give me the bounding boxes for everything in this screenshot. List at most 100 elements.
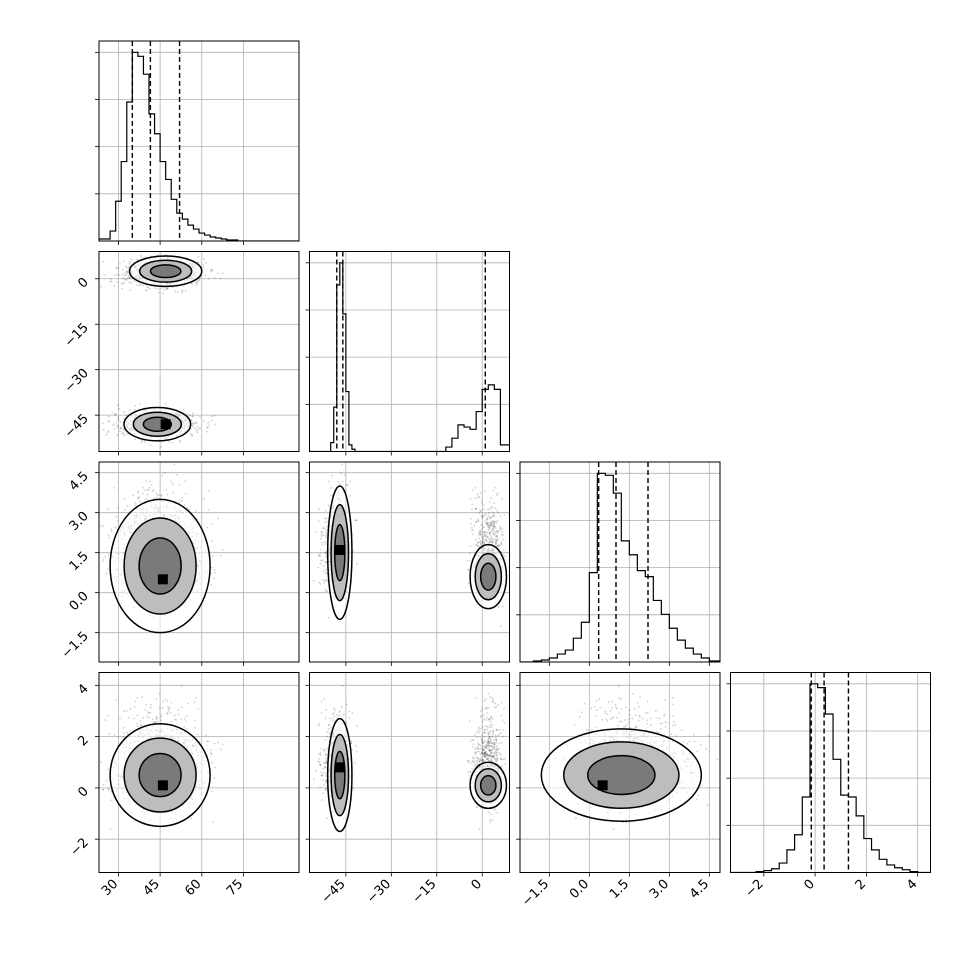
scatter-point	[496, 544, 499, 547]
y-tick-label: 4.5	[67, 469, 92, 494]
scatter-point	[471, 508, 473, 511]
scatter-point	[486, 521, 489, 524]
scatter-point	[481, 517, 484, 519]
scatter-point	[125, 414, 128, 417]
panel-1-0: −45−30−150	[62, 251, 300, 456]
scatter-point	[488, 514, 490, 517]
scatter-point	[134, 438, 137, 441]
scatter-point	[122, 281, 125, 284]
scatter-point	[503, 513, 506, 516]
scatter-point	[120, 287, 123, 290]
scatter-point	[188, 414, 191, 417]
scatter-point	[122, 277, 125, 280]
scatter-point	[113, 734, 116, 736]
scatter-point	[207, 509, 210, 511]
scatter-point	[346, 483, 349, 486]
scatter-point	[175, 718, 178, 721]
scatter-point	[121, 432, 124, 435]
scatter-point	[489, 532, 492, 534]
scatter-point	[476, 518, 479, 521]
scatter-point	[110, 280, 113, 283]
scatter-point	[487, 522, 490, 525]
scatter-point	[133, 705, 136, 708]
scatter-point	[325, 534, 328, 537]
scatter-point	[161, 707, 164, 709]
scatter-point	[130, 281, 133, 284]
scatter-point	[468, 552, 471, 555]
scatter-point	[480, 524, 483, 527]
scatter-point	[352, 549, 355, 552]
scatter-point	[199, 427, 202, 430]
scatter-point	[491, 505, 494, 508]
scatter-point	[494, 541, 497, 543]
scatter-point	[489, 541, 492, 543]
scatter-point	[210, 415, 213, 418]
scatter-point	[126, 504, 129, 507]
scatter-point	[160, 494, 163, 497]
scatter-point	[100, 525, 103, 527]
scatter-point	[322, 527, 325, 530]
contour-series	[109, 498, 211, 634]
scatter-point	[491, 540, 494, 543]
scatter-point	[483, 504, 485, 507]
scatter-point	[475, 521, 478, 524]
scatter-point	[194, 281, 197, 284]
panel-1-1	[305, 251, 510, 456]
scatter-point	[194, 422, 196, 425]
scatter-point	[490, 522, 493, 525]
scatter-point	[157, 494, 160, 496]
histogram-series-0	[99, 51, 299, 241]
scatter-point	[104, 555, 107, 558]
scatter-point	[185, 413, 188, 415]
scatter-point	[129, 730, 131, 732]
scatter-point	[144, 289, 147, 292]
scatter-point	[494, 532, 497, 535]
scatter-point	[136, 284, 138, 287]
scatter-point	[181, 289, 183, 292]
scatter-point	[503, 555, 506, 558]
scatter-point	[122, 434, 125, 437]
scatter-point	[191, 434, 193, 437]
scatter-point	[143, 457, 145, 459]
scatter-point	[478, 496, 481, 498]
scatter-point	[318, 553, 320, 556]
scatter-point	[494, 527, 497, 529]
scatter-point	[104, 274, 107, 276]
scatter-point	[170, 701, 173, 704]
scatter-point	[339, 472, 342, 475]
scatter-point	[214, 571, 217, 574]
scatter-point	[491, 519, 494, 522]
scatter-point	[320, 535, 323, 538]
scatter-point	[496, 536, 499, 539]
scatter-point	[470, 527, 473, 529]
scatter-point	[110, 799, 113, 802]
scatter-point	[203, 497, 206, 500]
scatter-point	[481, 536, 484, 538]
scatter-point	[113, 427, 116, 430]
scatter-point	[497, 538, 499, 541]
scatter-point	[493, 520, 495, 523]
scatter-point	[479, 529, 482, 532]
scatter-point	[203, 419, 205, 422]
scatter-point	[160, 287, 163, 290]
scatter-point	[323, 564, 326, 567]
scatter-point	[204, 274, 207, 276]
scatter-point	[356, 563, 358, 565]
scatter-point	[482, 526, 485, 528]
scatter-point	[153, 497, 155, 500]
scatter-point	[171, 441, 174, 444]
scatter-point	[313, 579, 315, 582]
scatter-point	[126, 271, 129, 274]
scatter-point	[346, 483, 349, 486]
scatter-point	[119, 427, 122, 430]
scatter-point	[487, 525, 489, 528]
scatter-point	[196, 280, 199, 283]
scatter-point	[156, 493, 159, 496]
scatter-point	[488, 508, 491, 510]
scatter-point	[178, 501, 181, 504]
scatter-point	[471, 503, 474, 506]
scatter-point	[115, 281, 118, 284]
density-peak	[334, 545, 345, 555]
scatter-point	[481, 523, 484, 526]
scatter-point	[336, 459, 338, 461]
